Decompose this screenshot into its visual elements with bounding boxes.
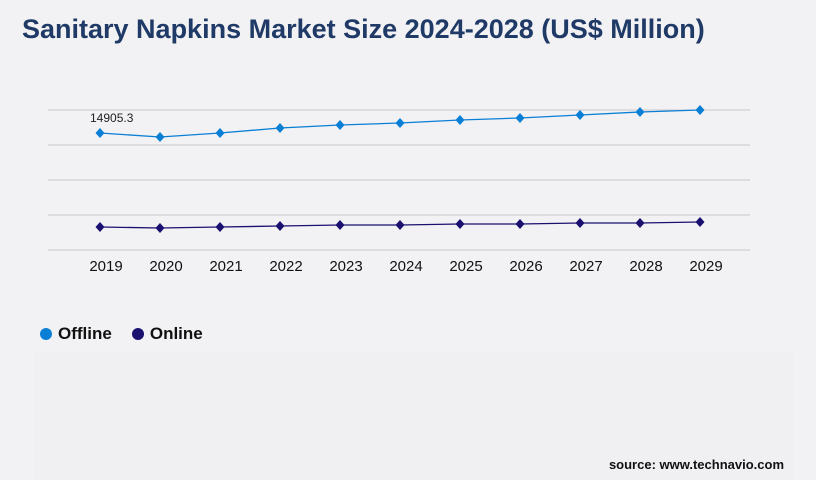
data-point-online [215,222,225,233]
source-note: source: www.technavio.com [608,457,784,472]
data-point-offline [515,113,525,124]
data-point-offline [395,118,405,129]
legend-label: Online [149,324,203,343]
data-point-online [515,219,525,230]
data-label: 14905.3 [90,111,134,125]
data-point-online [695,217,705,228]
legend-label: Offline [58,324,112,343]
data-point-offline [215,128,225,139]
legend-marker-offline [40,328,52,340]
x-tick-label: 2020 [149,258,182,275]
x-tick-label: 2023 [329,258,362,275]
data-point-offline [455,115,465,126]
data-point-offline [335,120,345,131]
x-tick-label: 2028 [629,258,662,275]
x-tick-label: 2029 [689,258,722,275]
x-tick-label: 2021 [209,258,242,275]
x-tick-label: 2027 [569,258,602,275]
legend-item-online[interactable]: Online [131,324,203,344]
data-point-offline [95,128,105,139]
data-point-offline [275,123,285,134]
legend-marker-online [131,328,144,340]
data-point-online [335,220,345,230]
x-tick-label: 2022 [269,258,302,275]
lower-panel [34,352,794,480]
data-point-online [395,220,405,230]
data-point-online [455,219,465,230]
legend: Offline Online [40,324,203,344]
x-tick-label: 2025 [449,258,482,275]
data-point-online [635,217,645,228]
data-point-offline [695,105,705,116]
x-tick-label: 2026 [509,258,542,275]
x-tick-label: 2024 [389,258,422,275]
legend-item-offline[interactable]: Offline [40,324,112,344]
data-point-offline [575,110,585,121]
data-point-offline [155,132,165,143]
data-point-offline [635,107,645,118]
x-tick-label: 2019 [89,258,122,275]
data-point-online [95,222,105,233]
data-point-online [155,222,165,233]
chart-title: Sanitary Napkins Market Size 2024-2028 (… [22,14,705,44]
data-point-online [575,217,585,228]
data-point-online [275,221,285,232]
